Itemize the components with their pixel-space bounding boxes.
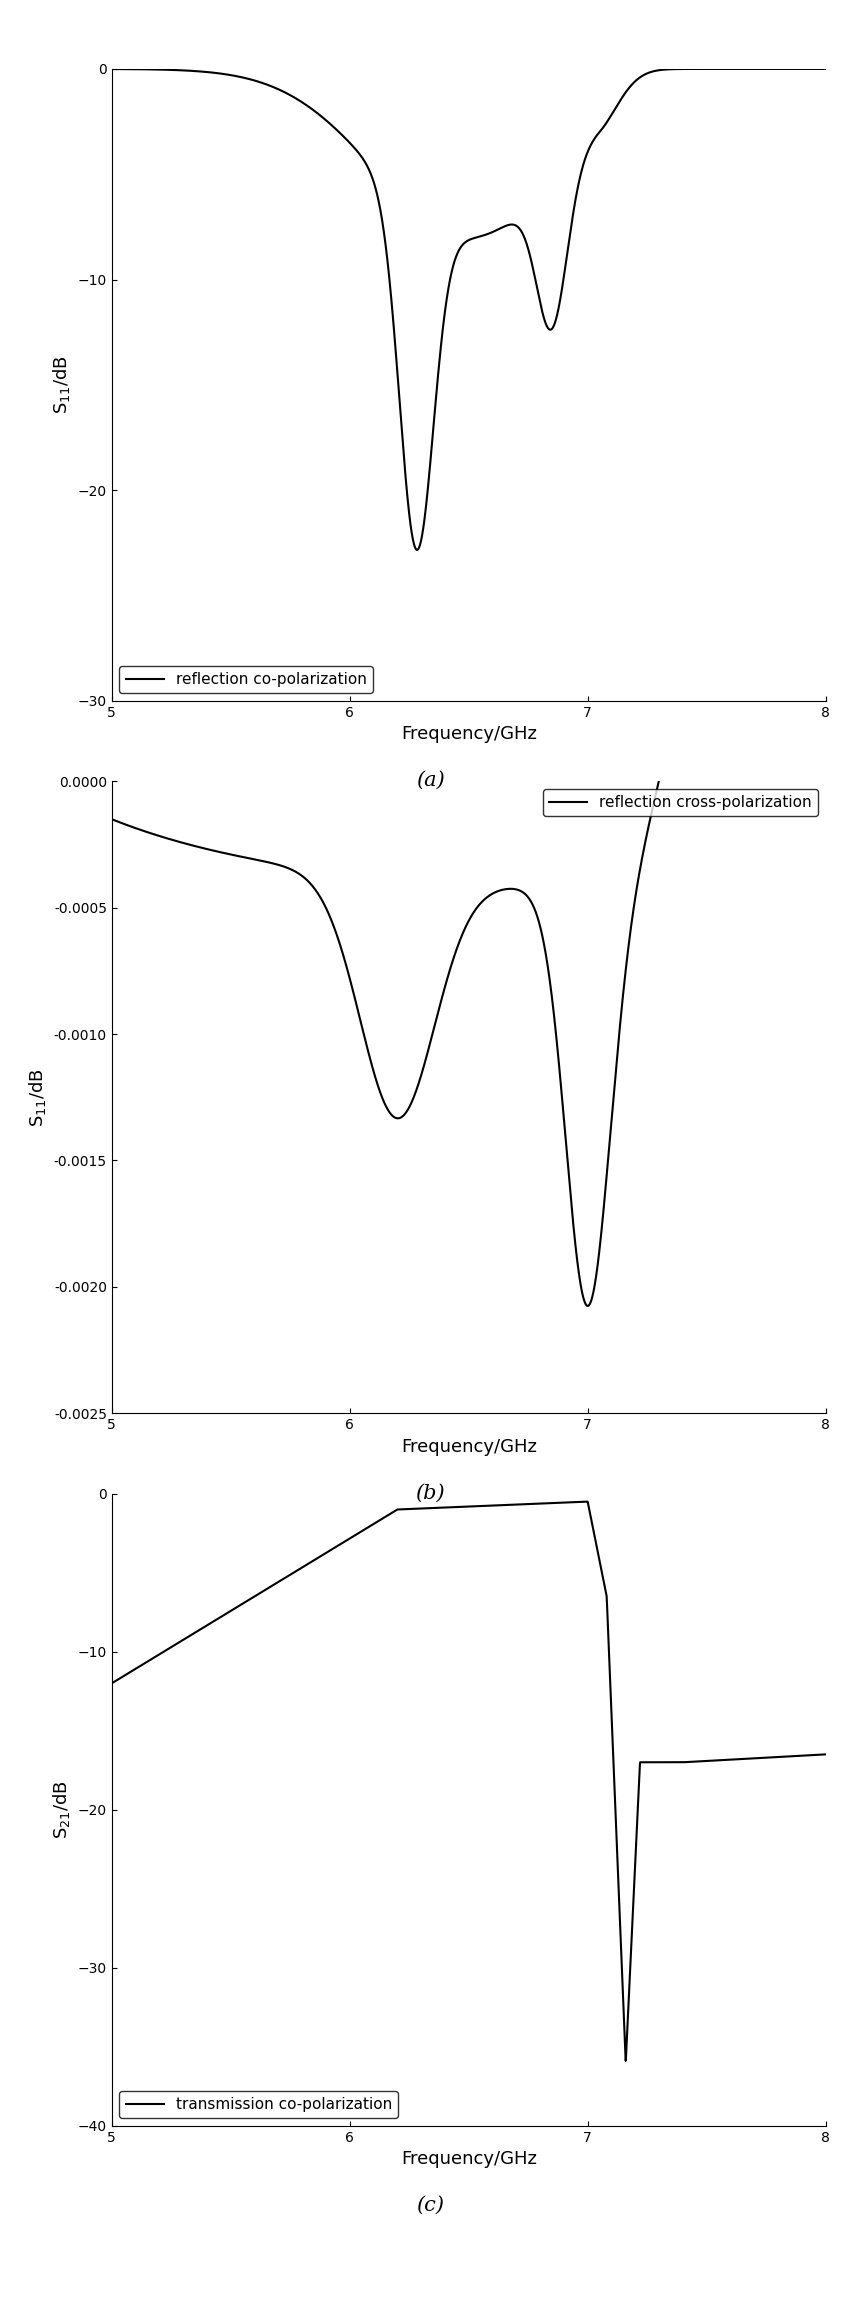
Text: (c): (c): [416, 2195, 444, 2215]
Legend: reflection cross-polarization: reflection cross-polarization: [543, 788, 818, 816]
X-axis label: Frequency/GHz: Frequency/GHz: [401, 726, 537, 742]
Text: (b): (b): [415, 1482, 445, 1503]
Y-axis label: S$_{11}$/dB: S$_{11}$/dB: [28, 1069, 48, 1126]
X-axis label: Frequency/GHz: Frequency/GHz: [401, 1439, 537, 1455]
Legend: reflection co-polarization: reflection co-polarization: [120, 666, 373, 694]
Y-axis label: S$_{11}$/dB: S$_{11}$/dB: [51, 356, 72, 414]
X-axis label: Frequency/GHz: Frequency/GHz: [401, 2151, 537, 2167]
Text: (a): (a): [415, 770, 445, 791]
Y-axis label: S$_{21}$/dB: S$_{21}$/dB: [51, 1781, 72, 1838]
Legend: transmission co-polarization: transmission co-polarization: [120, 2091, 398, 2119]
